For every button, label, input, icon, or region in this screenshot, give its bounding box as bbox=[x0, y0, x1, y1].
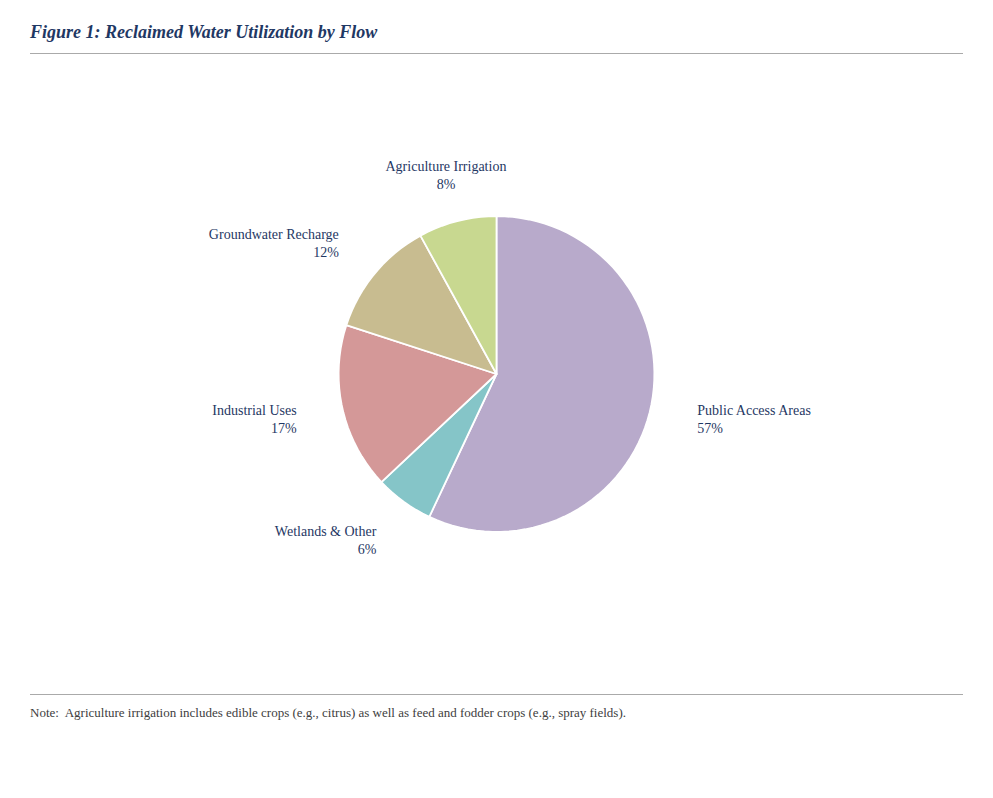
svg-text:6%: 6% bbox=[358, 542, 377, 557]
svg-text:Wetlands & Other: Wetlands & Other bbox=[275, 524, 377, 539]
svg-text:8%: 8% bbox=[437, 177, 456, 192]
html-text:Figure 1: Reclaimed Water Util: Figure 1: Reclaimed Water Utilization by… bbox=[30, 22, 378, 42]
svg-text:57%: 57% bbox=[697, 421, 723, 436]
svg-text:Public Access Areas: Public Access Areas bbox=[697, 403, 811, 418]
svg-text:Agriculture Irrigation: Agriculture Irrigation bbox=[386, 159, 507, 174]
html-text:Note: Agriculture irrigation i: Note: Agriculture irrigation includes ed… bbox=[30, 705, 626, 720]
svg-text:Industrial Uses: Industrial Uses bbox=[212, 403, 296, 418]
svg-text:Groundwater Recharge: Groundwater Recharge bbox=[209, 227, 339, 242]
svg-text:12%: 12% bbox=[313, 245, 339, 260]
svg-text:17%: 17% bbox=[271, 421, 297, 436]
